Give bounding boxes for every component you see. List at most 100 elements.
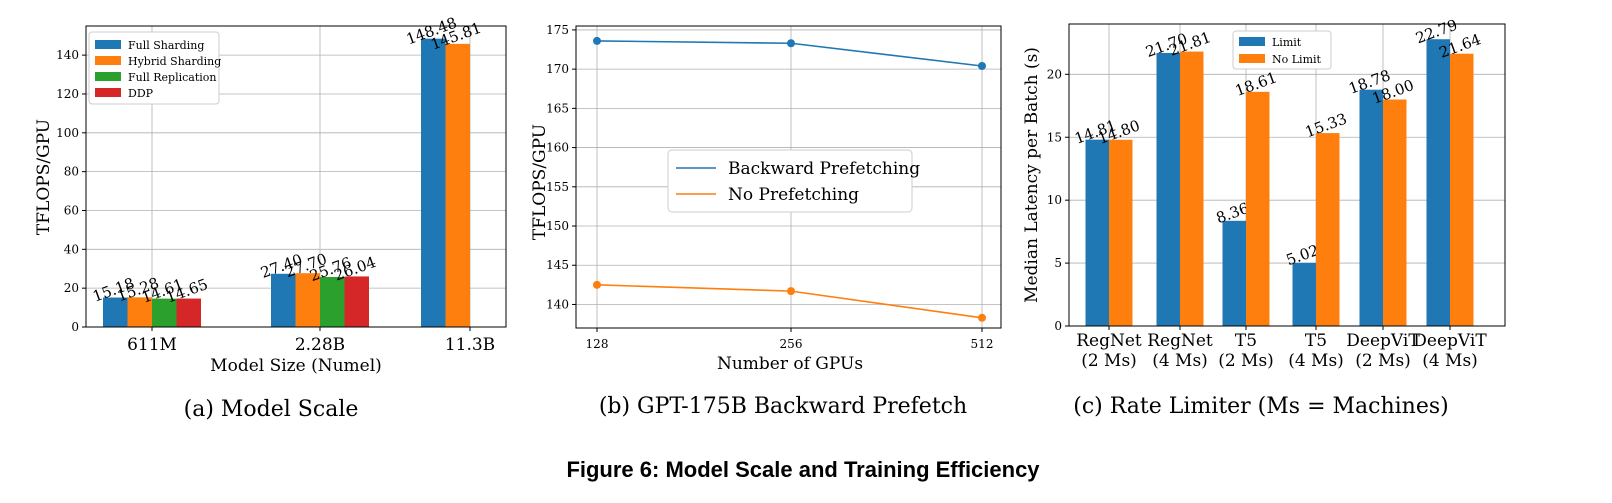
- x-tick-label-line2: (2 Ms): [1218, 351, 1274, 371]
- y-tick-label: 40: [64, 242, 79, 256]
- bar: [1180, 51, 1204, 327]
- bar: [271, 273, 296, 327]
- y-tick-label: 0: [71, 320, 79, 334]
- data-point: [978, 62, 986, 71]
- x-tick-label-line2: (4 Ms): [1152, 351, 1208, 371]
- caption-a: (a) Model Scale: [184, 397, 359, 422]
- legend-label: No Prefetching: [728, 185, 859, 205]
- legend-label: Backward Prefetching: [728, 159, 920, 179]
- legend: Full Sharding Hybrid Sharding Full Replica…: [88, 31, 221, 105]
- legend-swatch: [1239, 54, 1265, 63]
- data-point: [978, 313, 986, 322]
- bar: [1316, 133, 1340, 326]
- y-tick-label: 155: [546, 180, 569, 194]
- legend-swatch: [1239, 37, 1265, 46]
- bar: [176, 298, 201, 327]
- bar: [1109, 139, 1133, 326]
- caption-b: (b) GPT-175B Backward Prefetch: [599, 394, 967, 419]
- bar: [344, 276, 369, 327]
- y-tick-label: 150: [546, 219, 569, 233]
- x-tick-label-line1: DeepViT: [1413, 331, 1487, 351]
- x-tick-label-line2: (4 Ms): [1422, 351, 1478, 371]
- y-tick-label: 175: [546, 23, 569, 37]
- y-tick-label: 5: [1054, 256, 1062, 270]
- bar: [1450, 53, 1474, 327]
- legend-swatch: [95, 40, 121, 49]
- legend-label: Hybrid Sharding: [128, 55, 221, 68]
- x-tick-label: 2.28B: [295, 335, 345, 355]
- x-tick-label-line2: (2 Ms): [1355, 351, 1411, 371]
- y-tick-label: 170: [546, 62, 569, 76]
- x-tick-label-line1: RegNet: [1076, 331, 1142, 351]
- plot-frame: [575, 25, 1002, 329]
- x-tick-label: 11.3B: [445, 335, 495, 355]
- legend-swatch: [95, 56, 121, 65]
- data-point: [593, 36, 601, 45]
- bar: [1156, 52, 1180, 327]
- x-tick-label-line1: T5: [1305, 331, 1327, 351]
- y-tick-label: 80: [64, 165, 79, 179]
- bar: [445, 43, 470, 328]
- y-tick-label: 140: [546, 297, 569, 311]
- y-tick-label: 120: [56, 87, 79, 101]
- bar: [1246, 91, 1270, 327]
- x-tick-label: 611M: [127, 335, 177, 355]
- legend-box: [667, 149, 913, 213]
- legend-swatch: [95, 72, 121, 81]
- panel-backward-prefetch: 140 145 150 155 160 165 170 175 128 256 512 Number …: [530, 23, 1002, 374]
- x-tick-label: 256: [780, 337, 803, 351]
- x-tick-label-line2: (4 Ms): [1288, 351, 1344, 371]
- caption-c: (c) Rate Limiter (Ms = Machines): [1073, 394, 1448, 419]
- legend-label: No Limit: [1272, 53, 1322, 66]
- data-point: [593, 280, 601, 289]
- bar: [1426, 39, 1450, 327]
- y-tick-label: 20: [1047, 67, 1062, 81]
- bar: [103, 297, 128, 327]
- bar: [1085, 139, 1109, 326]
- y-tick-label: 15: [1047, 130, 1062, 144]
- y-tick-label: 140: [56, 48, 79, 62]
- plot-frame: [1068, 23, 1506, 327]
- y-tick-label: 20: [64, 281, 79, 295]
- bar: [127, 297, 152, 327]
- data-point: [787, 39, 795, 48]
- bar: [1292, 262, 1316, 326]
- panel-model-scale: 15.1827.40148.4815.2827.70145.8114.6125.…: [34, 14, 507, 376]
- y-axis-label: TFLOPS/GPU: [530, 124, 550, 240]
- legend-label: Limit: [1272, 36, 1302, 49]
- y-axis-label: Median Latency per Batch (s): [1022, 47, 1042, 303]
- x-tick-label-line1: DeepViT: [1346, 331, 1420, 351]
- x-tick-label-line1: T5: [1235, 331, 1257, 351]
- x-tick-label-line2: (2 Ms): [1081, 351, 1137, 371]
- x-tick-label-line1: RegNet: [1147, 331, 1213, 351]
- y-tick-label: 165: [546, 101, 569, 115]
- legend-box: [88, 31, 220, 105]
- bar: [320, 276, 345, 327]
- legend-label: Full Sharding: [128, 39, 204, 52]
- data-point: [787, 287, 795, 296]
- plot-frame: [85, 25, 507, 328]
- x-axis-label: Number of GPUs: [717, 354, 863, 374]
- y-tick-label: 10: [1047, 193, 1062, 207]
- figure-caption: Figure 6: Model Scale and Training Effic…: [566, 457, 1040, 482]
- x-tick-label: 128: [586, 337, 609, 351]
- x-axis-label: Model Size (Numel): [210, 356, 382, 376]
- legend-label: DDP: [128, 87, 154, 100]
- x-tick-label: 512: [971, 337, 994, 351]
- y-tick-label: 0: [1054, 319, 1062, 333]
- y-axis-label: TFLOPS/GPU: [34, 119, 54, 235]
- legend: Limit No Limit: [1232, 30, 1332, 70]
- y-tick-label: 145: [546, 258, 569, 272]
- legend: Backward Prefetching No Prefetching: [667, 149, 920, 213]
- y-tick-label: 60: [64, 203, 79, 217]
- legend-label: Full Replication: [128, 71, 216, 84]
- bar: [295, 273, 320, 327]
- legend-swatch: [95, 88, 121, 97]
- y-tick-label: 100: [56, 126, 79, 140]
- bar: [1383, 99, 1407, 326]
- bar: [1222, 220, 1246, 326]
- bar: [1359, 89, 1383, 326]
- bar: [421, 38, 446, 328]
- bar: [152, 298, 177, 327]
